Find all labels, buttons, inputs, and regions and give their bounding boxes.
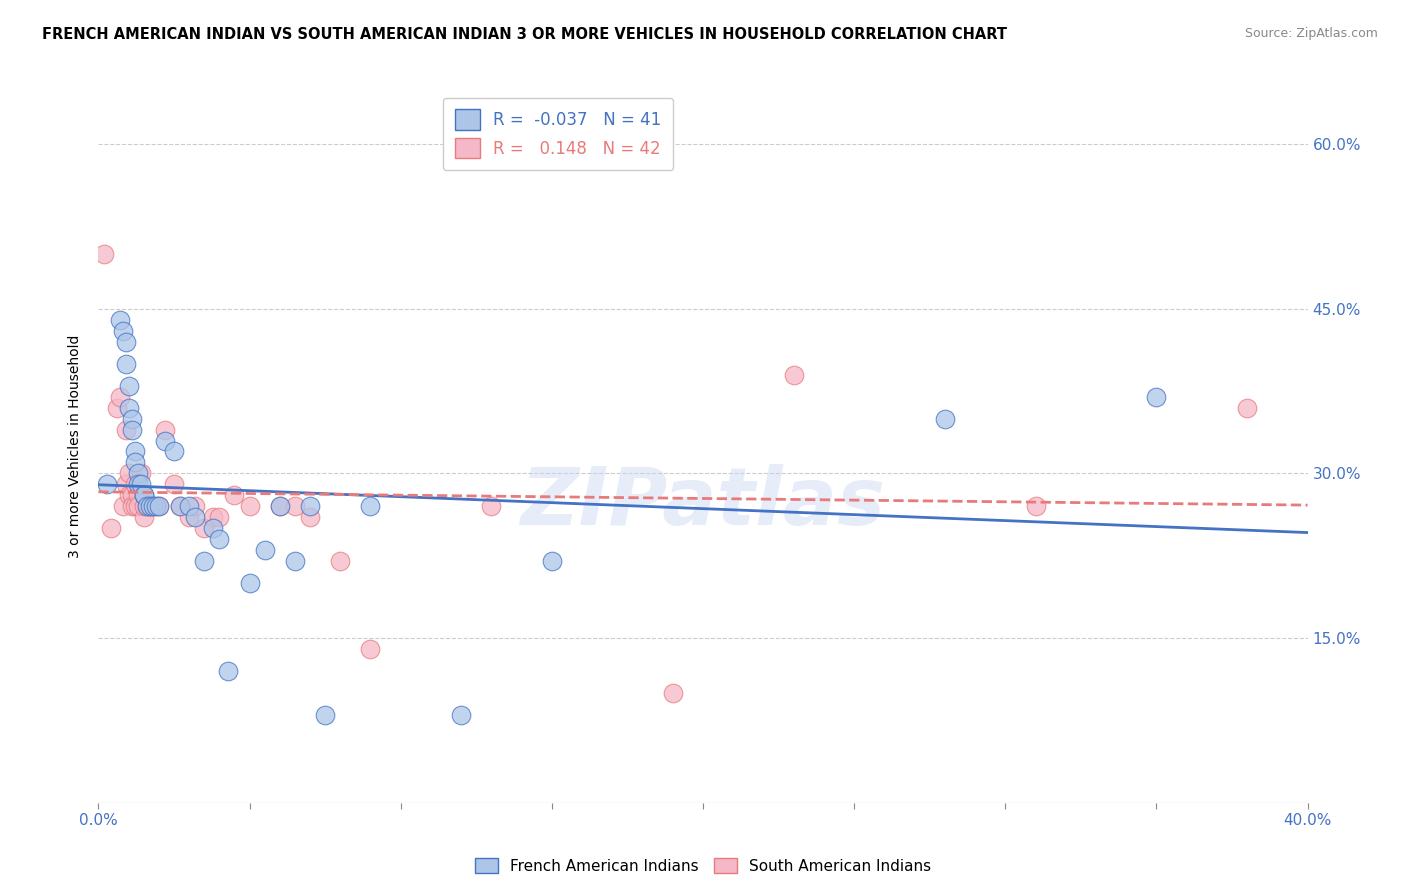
Point <box>1144 390 1167 404</box>
Point <box>142 500 165 514</box>
Point <box>111 324 134 338</box>
Point <box>163 477 186 491</box>
Point <box>96 477 118 491</box>
Point <box>139 500 162 514</box>
Text: FRENCH AMERICAN INDIAN VS SOUTH AMERICAN INDIAN 3 OR MORE VEHICLES IN HOUSEHOLD : FRENCH AMERICAN INDIAN VS SOUTH AMERICAN… <box>42 27 1007 42</box>
Point <box>184 510 207 524</box>
Point <box>127 477 149 491</box>
Point <box>132 488 155 502</box>
Point <box>217 664 239 678</box>
Point <box>129 477 152 491</box>
Point <box>118 401 141 415</box>
Point <box>121 500 143 514</box>
Point <box>132 500 155 514</box>
Point <box>114 334 136 349</box>
Point <box>127 467 149 481</box>
Point <box>239 576 262 591</box>
Point <box>132 510 155 524</box>
Point <box>299 500 322 514</box>
Point <box>93 247 115 261</box>
Point <box>163 444 186 458</box>
Point <box>118 488 141 502</box>
Point <box>145 500 167 514</box>
Point <box>108 312 131 326</box>
Point <box>540 554 562 568</box>
Point <box>284 554 307 568</box>
Point <box>114 357 136 371</box>
Point <box>153 434 176 448</box>
Point <box>124 455 146 469</box>
Point <box>153 423 176 437</box>
Point <box>662 686 685 700</box>
Point <box>184 500 207 514</box>
Point <box>124 500 146 514</box>
Point <box>118 467 141 481</box>
Point <box>100 521 122 535</box>
Point <box>118 378 141 392</box>
Point <box>224 488 246 502</box>
Text: ZIPatlas: ZIPatlas <box>520 464 886 542</box>
Point <box>124 477 146 491</box>
Text: Source: ZipAtlas.com: Source: ZipAtlas.com <box>1244 27 1378 40</box>
Point <box>129 467 152 481</box>
Point <box>1024 500 1046 514</box>
Point <box>127 500 149 514</box>
Point <box>169 500 191 514</box>
Point <box>132 488 155 502</box>
Point <box>269 500 291 514</box>
Point <box>148 500 170 514</box>
Point <box>934 411 956 425</box>
Point <box>202 521 225 535</box>
Point <box>1236 401 1258 415</box>
Point <box>299 510 322 524</box>
Point <box>108 390 131 404</box>
Point <box>269 500 291 514</box>
Point <box>139 500 162 514</box>
Point <box>127 488 149 502</box>
Point <box>239 500 262 514</box>
Point <box>114 477 136 491</box>
Point <box>124 444 146 458</box>
Point <box>169 500 191 514</box>
Point <box>329 554 352 568</box>
Point <box>360 642 382 657</box>
Point <box>193 521 215 535</box>
Point <box>111 500 134 514</box>
Point <box>114 423 136 437</box>
Point <box>121 488 143 502</box>
Point <box>105 401 128 415</box>
Point <box>121 411 143 425</box>
Point <box>450 708 472 723</box>
Point <box>208 510 231 524</box>
Legend: French American Indians, South American Indians: French American Indians, South American … <box>468 852 938 880</box>
Point <box>193 554 215 568</box>
Point <box>179 510 201 524</box>
Point <box>179 500 201 514</box>
Point <box>360 500 382 514</box>
Point <box>253 543 276 558</box>
Point <box>202 510 225 524</box>
Point <box>208 533 231 547</box>
Point <box>142 500 165 514</box>
Y-axis label: 3 or more Vehicles in Household: 3 or more Vehicles in Household <box>69 334 83 558</box>
Point <box>135 500 157 514</box>
Legend: R =  -0.037   N = 41, R =   0.148   N = 42: R = -0.037 N = 41, R = 0.148 N = 42 <box>443 97 673 169</box>
Point <box>783 368 806 382</box>
Point <box>314 708 336 723</box>
Point <box>121 423 143 437</box>
Point <box>148 500 170 514</box>
Point <box>135 500 157 514</box>
Point <box>481 500 503 514</box>
Point <box>284 500 307 514</box>
